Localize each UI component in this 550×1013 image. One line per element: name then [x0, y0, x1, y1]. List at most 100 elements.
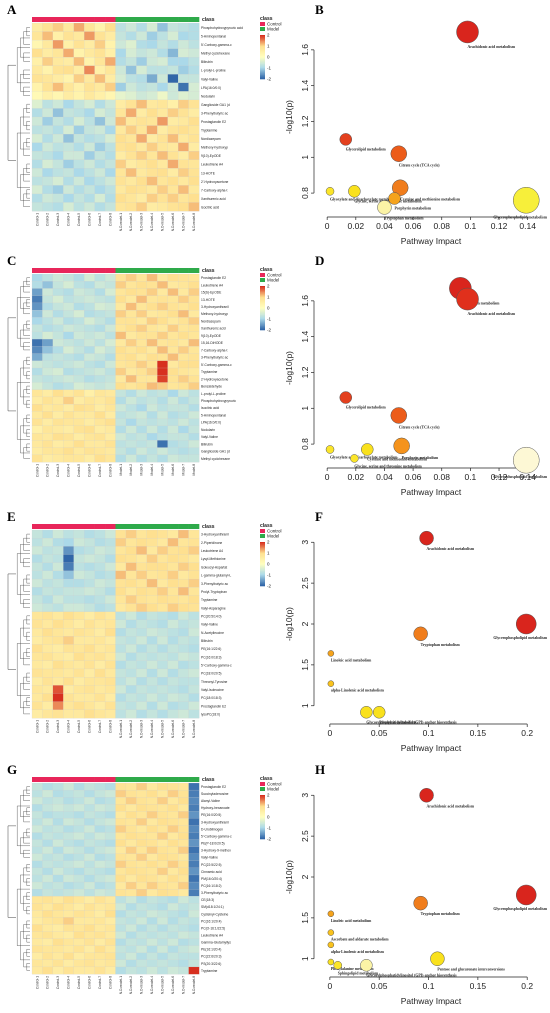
y-tick-label: 0.8 — [300, 187, 310, 199]
heatmap-cell — [125, 360, 137, 369]
heatmap-cell — [167, 945, 179, 954]
heatmap-cell — [73, 595, 85, 604]
heatmap-cell — [167, 324, 179, 333]
heatmap-cell — [136, 447, 148, 456]
heatmap-cell — [167, 159, 179, 169]
heatmap-cell — [63, 202, 75, 212]
heatmap-cell — [115, 896, 127, 904]
heatmap-cell — [73, 562, 85, 572]
heatmap-cell — [42, 193, 54, 203]
heatmap-cell — [167, 99, 179, 109]
heatmap-cell — [52, 454, 64, 463]
column-label: N.D-model-5 — [161, 213, 165, 231]
legend-title: class — [260, 776, 273, 782]
heatmap-cell — [42, 881, 54, 890]
colorscale-step — [260, 304, 265, 307]
heatmap-cell — [84, 595, 96, 604]
heatmap-cell — [31, 945, 43, 954]
heatmap-cell — [42, 668, 54, 678]
heatmap-cell — [115, 825, 127, 833]
heatmap-cell — [94, 693, 106, 703]
heatmap-cell — [94, 99, 106, 109]
heatmap-cell — [63, 367, 75, 376]
heatmap-cell — [115, 432, 127, 441]
colorscale-tick: -1 — [267, 826, 271, 831]
column-label: N.D-model-7 — [181, 213, 185, 231]
heatmap-cell — [188, 627, 200, 637]
heatmap-cell — [104, 331, 116, 340]
heatmap-cell — [146, 832, 158, 840]
legend-label-model: Model — [267, 27, 279, 32]
x-tick-label: 0.05 — [371, 728, 388, 738]
row-label: 3-Phenylbutyric ac — [201, 356, 228, 360]
class-bar-label: class — [202, 17, 215, 23]
row-label: Leukotriene A4 — [201, 934, 223, 938]
heatmap-cell — [178, 346, 189, 354]
heatmap-cell — [52, 310, 64, 318]
bubble-point — [327, 910, 335, 918]
heatmap-cell — [188, 709, 200, 719]
heatmap-cell — [94, 685, 106, 694]
heatmap-cell — [178, 825, 189, 833]
heatmap-cell — [115, 685, 127, 694]
row-label: PC(O-16:1/22:5) — [201, 926, 225, 930]
heatmap-cell — [63, 142, 75, 152]
heatmap-cell — [157, 360, 169, 369]
heatmap-cell — [94, 411, 106, 420]
heatmap-cell — [42, 685, 54, 694]
heatmap-cell — [31, 324, 43, 333]
heatmap-cell — [73, 125, 85, 135]
heatmap-cell — [104, 202, 116, 212]
heatmap-cell — [178, 331, 189, 340]
colorscale-step — [260, 824, 265, 827]
heatmap-cell — [157, 668, 169, 678]
heatmap-cell — [188, 440, 200, 448]
heatmap-cell — [94, 595, 106, 604]
bubble-label: Glycine, serine and threonine metabolism — [354, 199, 422, 203]
heatmap-cell — [94, 889, 106, 897]
heatmap-cell — [188, 133, 200, 144]
legend-label-control: Control — [267, 22, 282, 27]
heatmap-cell — [63, 945, 75, 954]
class-bar-label: class — [202, 777, 215, 783]
heatmap-cell — [31, 677, 43, 686]
heatmap-cell — [94, 952, 106, 961]
row-label: Tryptamine — [201, 129, 218, 133]
heatmap-cell — [94, 644, 106, 654]
bubble-label: Cysteine and methionine metabolism — [367, 457, 428, 461]
row-label: Nodularin — [201, 94, 215, 98]
heatmap-cell — [115, 538, 127, 547]
heatmap-cell — [146, 644, 158, 654]
bubble-label: Glycosylphosphatidylinositol (GPI)-ancho… — [366, 720, 457, 724]
heatmap-cell — [42, 603, 54, 613]
heatmap-cell — [63, 709, 75, 719]
heatmap-cell — [52, 185, 64, 195]
heatmap-cell — [73, 546, 85, 555]
column-label: N.D-model-3 — [140, 720, 144, 738]
panel-label: C — [7, 253, 16, 268]
heatmap-cell — [31, 116, 43, 126]
heatmap-cell — [94, 202, 106, 212]
heatmap-cell — [157, 529, 169, 539]
bubble-label: alpha-Linolenic acid metabolism — [331, 950, 385, 954]
heatmap-cell — [157, 685, 169, 694]
heatmap-cell — [104, 31, 116, 41]
heatmap-cell — [188, 538, 200, 547]
bubble-label: Glyoxylate and dicarboxylate metabolism — [330, 197, 398, 201]
heatmap-cell — [157, 116, 169, 126]
dendrogram-branch — [17, 382, 30, 440]
heatmap-cell — [42, 627, 54, 637]
heatmap-cell — [104, 39, 116, 50]
heatmap-cell — [125, 331, 137, 340]
heatmap-cell — [146, 652, 158, 662]
heatmap-cell — [167, 546, 179, 555]
heatmap-cell — [84, 839, 96, 848]
column-label: Control-6 — [87, 976, 91, 989]
heatmap-cell — [42, 425, 54, 434]
heatmap-cell — [73, 804, 85, 812]
heatmap-cell — [136, 193, 148, 203]
heatmap-cell — [63, 668, 75, 678]
heatmap-cell — [188, 353, 200, 362]
heatmap-cell — [146, 185, 158, 195]
panel-label: G — [7, 762, 17, 777]
